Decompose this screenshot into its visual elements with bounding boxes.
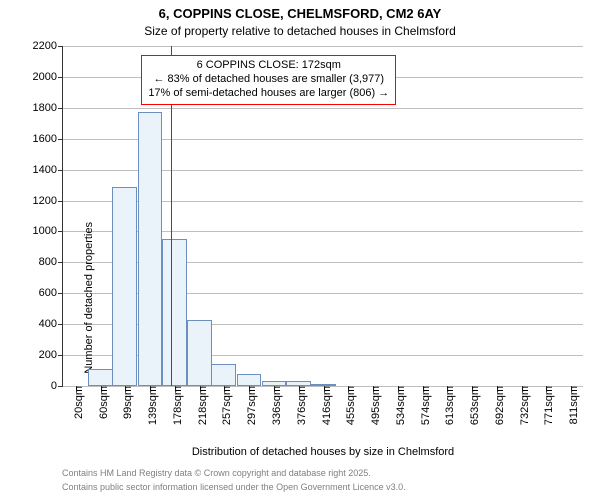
xtick-label: 455sqm [339, 386, 357, 425]
plot-area: 0200400600800100012001400160018002000220… [62, 46, 583, 387]
xtick-label: 178sqm [166, 386, 184, 425]
xtick-label: 336sqm [265, 386, 283, 425]
grid-line [63, 108, 583, 109]
chart-subtitle: Size of property relative to detached ho… [0, 24, 600, 38]
ytick-label: 800 [39, 256, 63, 268]
chart-title: 6, COPPINS CLOSE, CHELMSFORD, CM2 6AY [0, 6, 600, 21]
annotation-box: 6 COPPINS CLOSE: 172sqm← 83% of detached… [141, 55, 396, 104]
xtick-label: 139sqm [141, 386, 159, 425]
annotation-line: 6 COPPINS CLOSE: 172sqm [148, 59, 389, 73]
xtick-label: 297sqm [240, 386, 258, 425]
ytick-label: 2200 [33, 40, 63, 52]
ytick-label: 1600 [33, 133, 63, 145]
ytick-label: 1000 [33, 225, 63, 237]
xtick-label: 574sqm [414, 386, 432, 425]
xtick-label: 99sqm [116, 386, 134, 419]
chart-container: { "title": { "line1": "6, COPPINS CLOSE,… [0, 0, 600, 500]
xtick-label: 732sqm [513, 386, 531, 425]
xtick-label: 60sqm [92, 386, 110, 419]
histogram-bar [138, 112, 163, 386]
xaxis-label: Distribution of detached houses by size … [63, 446, 583, 458]
footer-line-2: Contains public sector information licen… [62, 482, 406, 492]
ytick-label: 1800 [33, 102, 63, 114]
histogram-bar [112, 187, 137, 386]
ytick-label: 600 [39, 287, 63, 299]
xtick-label: 218sqm [191, 386, 209, 425]
histogram-bar [237, 374, 262, 386]
ytick-label: 1200 [33, 195, 63, 207]
xtick-label: 613sqm [438, 386, 456, 425]
xtick-label: 534sqm [389, 386, 407, 425]
histogram-bar [187, 320, 212, 386]
histogram-bar [211, 364, 236, 386]
xtick-label: 376sqm [290, 386, 308, 425]
xtick-label: 653sqm [463, 386, 481, 425]
annotation-line: ← 83% of detached houses are smaller (3,… [148, 73, 389, 87]
xtick-label: 771sqm [537, 386, 555, 425]
histogram-bar [88, 369, 113, 386]
annotation-line: 17% of semi-detached houses are larger (… [148, 87, 389, 101]
ytick-label: 2000 [33, 71, 63, 83]
grid-line [63, 46, 583, 47]
ytick-label: 1400 [33, 164, 63, 176]
xtick-label: 20sqm [67, 386, 85, 419]
xtick-label: 257sqm [215, 386, 233, 425]
footer-line-1: Contains HM Land Registry data © Crown c… [62, 468, 371, 478]
xtick-label: 811sqm [562, 386, 580, 424]
histogram-bar [162, 239, 187, 386]
xtick-label: 416sqm [315, 386, 333, 425]
xtick-label: 692sqm [488, 386, 506, 425]
ytick-label: 0 [51, 380, 63, 392]
xtick-label: 495sqm [364, 386, 382, 425]
ytick-label: 200 [39, 349, 63, 361]
yaxis-label: Number of detached properties [83, 222, 95, 374]
ytick-label: 400 [39, 318, 63, 330]
